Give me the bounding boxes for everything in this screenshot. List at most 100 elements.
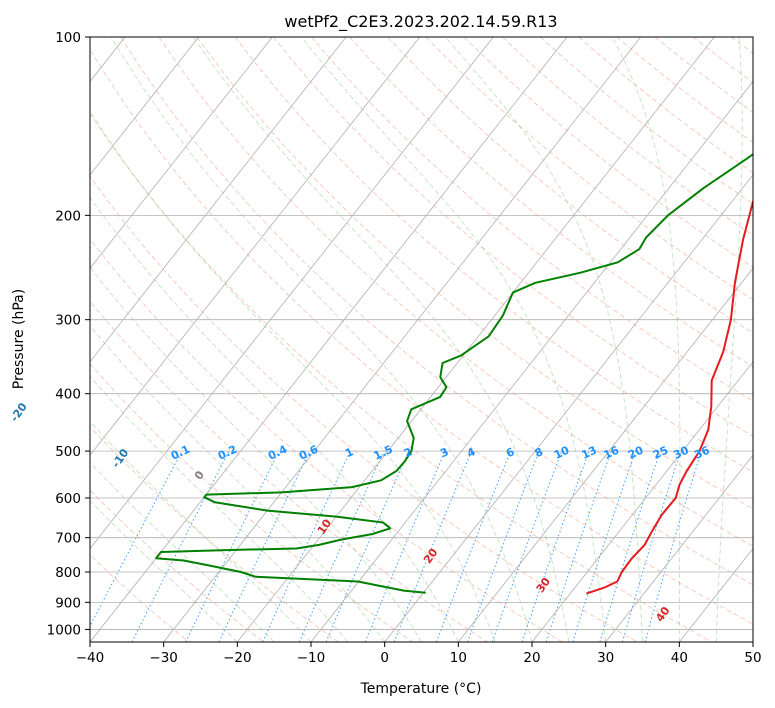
- isotherm-line: [90, 37, 273, 269]
- mixing-ratio-line: [90, 450, 183, 628]
- temperature-profile-line: [586, 199, 753, 595]
- y-tick-label: 400: [55, 387, 81, 403]
- mixing-ratio-label: 0.2: [216, 443, 239, 463]
- mixing-ratio-label: 10: [552, 443, 572, 461]
- dry-adiabat-label: 10: [315, 517, 335, 537]
- isotherm-line: [531, 361, 753, 642]
- mixing-ratio-line: [599, 450, 661, 642]
- dry-adiabat-line: [120, 37, 753, 586]
- mixing-ratio-label: 6: [504, 445, 517, 460]
- dry-adiabat-line: [234, 37, 753, 473]
- x-tick-label: 50: [744, 650, 761, 666]
- x-tick-label: 30: [597, 650, 614, 666]
- moist-adiabat-line: [90, 325, 386, 642]
- x-tick-label: 10: [450, 650, 467, 666]
- dry-adiabat-line: [158, 37, 753, 547]
- dry-adiabat-line: [349, 37, 753, 368]
- dry-adiabat-label: 30: [534, 575, 554, 595]
- moist-adiabat-line: [90, 110, 496, 642]
- dry-adiabat-line: [272, 37, 753, 437]
- dry-adiabat-line: [90, 112, 713, 642]
- mixing-ratio-line: [644, 450, 702, 642]
- mixing-ratio-label: 0.4: [266, 443, 289, 463]
- moist-adiabat-line: [752, 635, 753, 642]
- mixing-ratio-label: 16: [602, 443, 622, 461]
- moist-adiabat-line: [611, 37, 681, 642]
- plot-frame: [89, 36, 754, 643]
- moist-adiabat-line: [445, 37, 643, 642]
- isotherm-line: [90, 37, 494, 550]
- dry-adiabat-line: [387, 37, 753, 334]
- moist-adiabat-line: [192, 37, 570, 642]
- x-tick-label: −20: [223, 650, 252, 666]
- mixing-ratio-line: [131, 450, 230, 642]
- mixing-ratio-label: 20: [626, 443, 646, 461]
- mixing-ratio-line: [364, 450, 446, 642]
- y-tick-label: 700: [55, 531, 81, 547]
- y-tick-label: 300: [55, 313, 81, 329]
- dry-adiabat-line: [654, 37, 753, 113]
- isotherm-line: [752, 641, 753, 642]
- x-tick-label: 40: [671, 650, 688, 666]
- mixing-ratio-label: 8: [533, 445, 545, 460]
- y-tick-label: 800: [55, 565, 81, 581]
- moist-adiabat-line: [90, 461, 275, 642]
- dry-adiabat-label: -20: [8, 400, 30, 424]
- mixing-ratio-label: 0.6: [297, 443, 320, 463]
- isotherm-line: [163, 37, 642, 642]
- dry-adiabat-line: [90, 175, 638, 642]
- isotherm-line: [605, 454, 753, 642]
- x-tick-label: −30: [149, 650, 178, 666]
- y-tick-label: 100: [55, 30, 81, 46]
- moist-adiabat-line: [301, 37, 607, 642]
- dry-adiabat-line: [769, 37, 775, 644]
- mixing-ratio-line: [298, 450, 385, 642]
- dry-adiabat-line: [90, 300, 489, 642]
- mixing-ratio-label: 13: [579, 444, 598, 462]
- isotherm-line: [310, 80, 753, 642]
- isotherm-line: [90, 37, 568, 642]
- y-tick-label: 200: [55, 208, 81, 224]
- isotherm-line: [237, 37, 715, 642]
- mixing-ratio-line: [621, 450, 682, 642]
- mixing-ratio-label: 0.1: [169, 443, 192, 463]
- isotherm-line: [90, 37, 421, 456]
- isotherm-line: [458, 267, 753, 642]
- dry-adiabat-line: [311, 37, 753, 402]
- mixing-ratio-line: [325, 450, 410, 642]
- dry-adiabat-line: [463, 37, 753, 268]
- mixing-ratio-label: 4: [465, 445, 478, 460]
- isotherm-line: [90, 37, 200, 176]
- mixing-ratio-label: 25: [651, 444, 670, 462]
- dry-adiabat-label: 40: [653, 604, 673, 624]
- dry-adiabat-line: [90, 554, 190, 642]
- mixing-ratio-line: [435, 450, 511, 642]
- moist-adiabat-line: [110, 37, 533, 642]
- moist-adiabat-line: [90, 266, 422, 642]
- moist-adiabat-line: [715, 37, 743, 642]
- dry-adiabat-line: [692, 37, 753, 84]
- mixing-ratio-line: [491, 450, 563, 642]
- dry-adiabat-line: [578, 37, 753, 174]
- dry-adiabat-line: [196, 37, 753, 510]
- mixing-ratio-line: [572, 450, 636, 642]
- dry-adiabat-line: [90, 426, 339, 642]
- y-tick-label: 500: [55, 444, 81, 460]
- y-tick-label: 1000: [47, 622, 81, 638]
- x-tick-label: −10: [297, 650, 326, 666]
- mixing-ratio-line: [521, 450, 590, 642]
- isotherm-line: [90, 37, 347, 363]
- y-tick-label: 600: [55, 491, 81, 507]
- moist-adiabat-line: [90, 375, 349, 642]
- dry-adiabat-label: 20: [421, 546, 441, 566]
- mixing-ratio-line: [185, 450, 280, 642]
- x-tick-label: 20: [523, 650, 540, 666]
- y-tick-label: 900: [55, 595, 81, 611]
- x-tick-label: 0: [380, 650, 389, 666]
- mixing-ratio-label: 36: [692, 443, 712, 461]
- mixing-ratio-line: [545, 450, 612, 642]
- moist-adiabat-line: [90, 420, 312, 642]
- chart-title: wetPf2_C2E3.2023.202.14.59.R13: [284, 12, 557, 32]
- x-tick-label: −40: [76, 650, 105, 666]
